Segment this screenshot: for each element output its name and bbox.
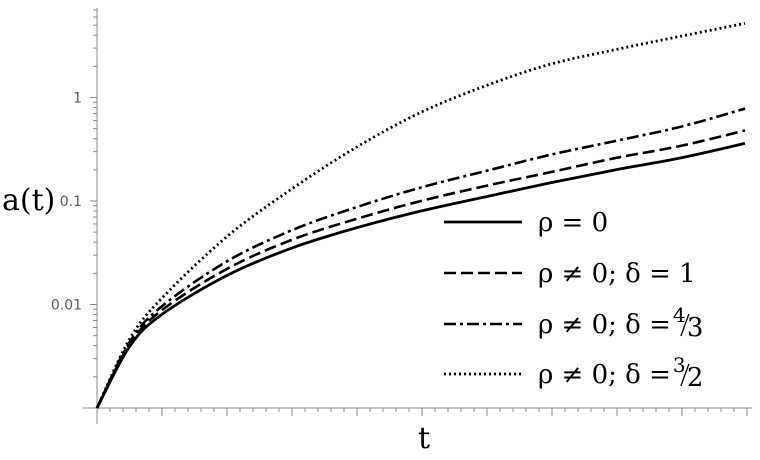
y-tick-label: 0.1	[60, 194, 82, 210]
legend-fraction-slash	[680, 363, 690, 387]
y-tick-label: 1	[73, 91, 82, 107]
series-line-dotted	[95, 22, 746, 409]
series-line-dashdot	[95, 107, 746, 409]
series-lines	[95, 22, 746, 409]
y-axis-title: a(t)	[2, 183, 55, 218]
legend-fraction-slash	[680, 313, 690, 337]
legend-fraction-denominator: 3	[687, 313, 704, 343]
legend-label: ρ = 0	[538, 208, 608, 238]
legend: ρ = 0ρ ≠ 0; δ = 1ρ ≠ 0; δ = 4 3ρ ≠ 0; δ =…	[444, 208, 703, 393]
x-axis-title: t	[418, 421, 430, 456]
axes: 0.01 0.1 1	[51, 8, 752, 424]
legend-label: ρ ≠ 0; δ =	[538, 310, 671, 340]
legend-label: ρ ≠ 0; δ = 1	[538, 259, 696, 289]
legend-fraction-numerator: 4	[673, 303, 686, 327]
legend-fraction-numerator: 3	[673, 353, 686, 377]
legend-label: ρ ≠ 0; δ =	[538, 360, 671, 390]
series-line-solid	[95, 142, 746, 409]
y-tick-label: 0.01	[51, 298, 82, 314]
legend-fraction-denominator: 2	[687, 363, 704, 393]
